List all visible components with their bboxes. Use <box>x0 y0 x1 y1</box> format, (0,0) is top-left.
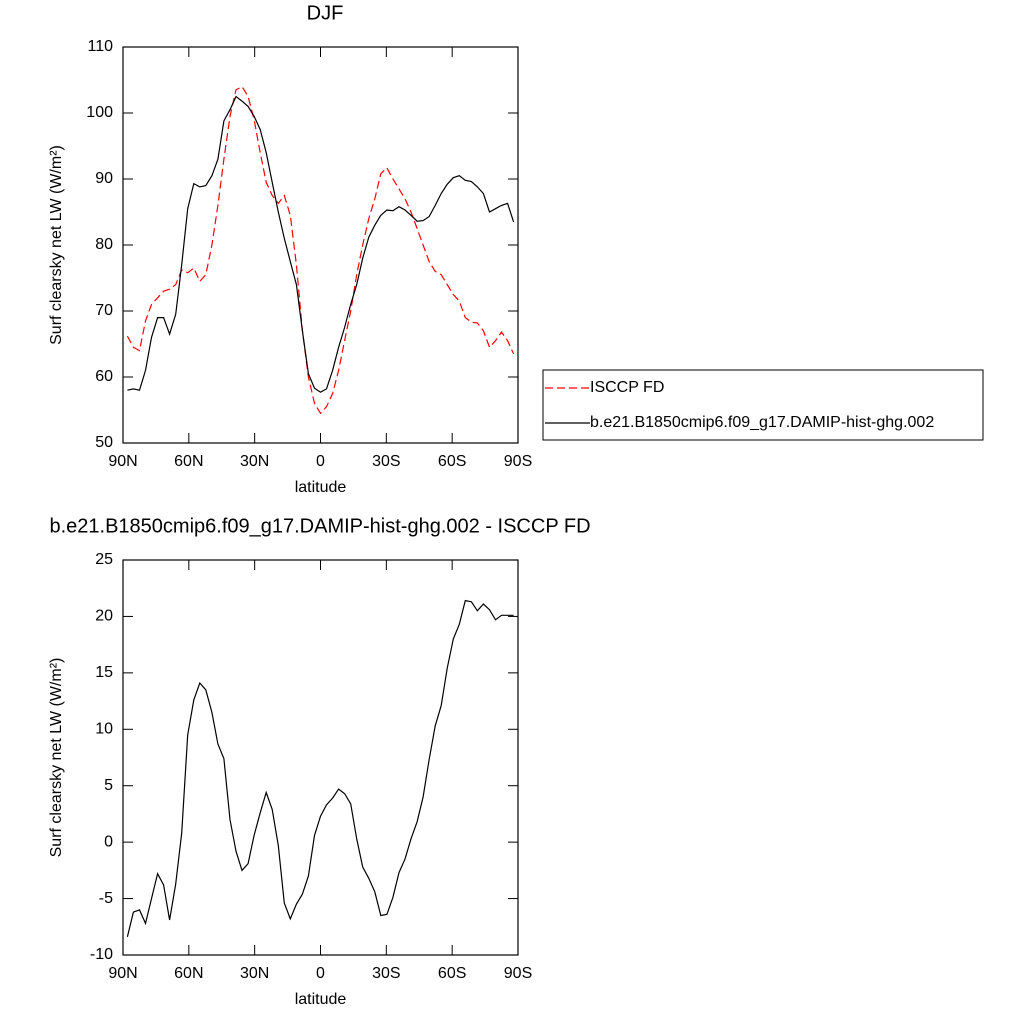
data-line <box>127 95 515 393</box>
y-tick-label: 10 <box>95 721 113 738</box>
y-tick-label: 50 <box>95 434 113 451</box>
y-tick-label: 60 <box>95 368 113 385</box>
y-tick-label: 0 <box>104 833 113 850</box>
legend-label: b.e21.B1850cmip6.f09_g17.DAMIP-hist-ghg.… <box>590 414 934 431</box>
x-tick-label: 30N <box>240 453 269 470</box>
chart-title: b.e21.B1850cmip6.f09_g17.DAMIP-hist-ghg.… <box>49 515 590 537</box>
x-tick-label: 0 <box>316 453 325 470</box>
y-tick-label: -10 <box>90 946 113 963</box>
x-tick-label: 30N <box>240 965 269 982</box>
x-tick-label: 60N <box>174 965 203 982</box>
x-tick-label: 90S <box>504 453 532 470</box>
y-tick-label: 70 <box>95 302 113 319</box>
plot-frame <box>122 46 519 444</box>
legend-box <box>542 369 984 441</box>
y-axis-label: Surf clearsky net LW (W/m²) <box>48 658 65 858</box>
x-tick-label: 60S <box>438 965 466 982</box>
y-tick-label: 20 <box>95 608 113 625</box>
y-tick-label: 80 <box>95 236 113 253</box>
data-line <box>126 85 515 415</box>
x-tick-label: 90N <box>108 965 137 982</box>
x-tick-label: 90N <box>108 453 137 470</box>
x-tick-label: 30S <box>372 965 400 982</box>
y-tick-label: 90 <box>95 170 113 187</box>
x-tick-label: 60N <box>174 453 203 470</box>
y-tick-label: 110 <box>87 38 113 55</box>
y-tick-label: 25 <box>95 551 113 568</box>
y-tick-label: 15 <box>95 664 113 681</box>
x-tick-label: 90S <box>504 965 532 982</box>
x-tick-label: 0 <box>316 965 325 982</box>
y-tick-label: 5 <box>104 777 113 794</box>
x-tick-label: 30S <box>372 453 400 470</box>
y-axis-label: Surf clearsky net LW (W/m²) <box>48 145 65 345</box>
x-tick-label: 60S <box>438 453 466 470</box>
y-tick-label: -5 <box>99 890 113 907</box>
plot-frame <box>122 559 519 956</box>
x-axis-label: latitude <box>295 991 347 1008</box>
legend-label: ISCCP FD <box>590 379 664 396</box>
y-tick-label: 100 <box>86 104 113 121</box>
x-axis-label: latitude <box>295 479 347 496</box>
chart-title: DJF <box>307 2 344 24</box>
data-line <box>126 599 514 938</box>
